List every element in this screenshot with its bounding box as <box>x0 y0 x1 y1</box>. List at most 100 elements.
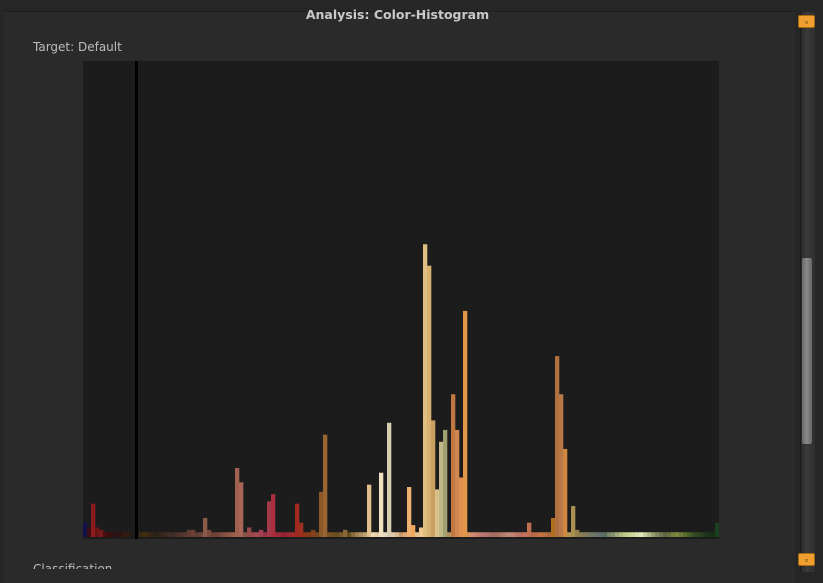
histogram-bar <box>423 244 428 537</box>
color-histogram-chart <box>83 61 719 539</box>
histogram-bar <box>451 394 456 537</box>
histogram-bar <box>203 517 208 537</box>
histogram-bar <box>559 394 564 537</box>
histogram-bar <box>619 532 624 537</box>
histogram-bar <box>531 532 536 537</box>
histogram-bar <box>431 420 436 537</box>
histogram-bar <box>95 527 100 537</box>
histogram-bar <box>379 472 384 537</box>
histogram-bar <box>443 429 448 537</box>
histogram-bar <box>251 532 256 537</box>
histogram-bar <box>243 532 248 537</box>
histogram-bar <box>511 532 516 537</box>
window-title: Analysis: Color-Histogram <box>305 7 490 22</box>
histogram-bar <box>483 532 488 537</box>
histogram-bar <box>679 532 684 537</box>
histogram-bar <box>319 491 324 537</box>
histogram-bar <box>515 532 520 537</box>
histogram-bar <box>331 532 336 537</box>
histogram-bar <box>291 532 296 537</box>
histogram-bar <box>519 532 524 537</box>
histogram-bar <box>363 532 368 537</box>
histogram-bar <box>171 532 176 537</box>
histogram-bar <box>259 529 264 537</box>
small-square-icon: ▫ <box>804 17 809 27</box>
histogram-bar <box>587 532 592 537</box>
histogram-bar <box>715 522 719 537</box>
histogram-bar <box>503 532 508 537</box>
histogram-bar <box>663 532 668 537</box>
histogram-bar <box>595 532 600 537</box>
histogram-bar <box>667 532 672 537</box>
histogram-bar <box>563 448 568 537</box>
histogram-bar <box>215 532 220 537</box>
histogram-bar <box>395 532 400 537</box>
histogram-bar <box>87 527 92 537</box>
histogram-bar <box>651 532 656 537</box>
histogram-bar <box>415 532 420 537</box>
histogram-bar <box>419 527 424 537</box>
histogram-bar <box>571 506 576 537</box>
histogram-bar <box>435 489 440 537</box>
histogram-bar <box>439 441 444 537</box>
histogram-bar <box>399 532 404 537</box>
histogram-bar <box>691 532 696 537</box>
histogram-bar <box>159 532 164 537</box>
histogram-bar <box>411 525 416 537</box>
vertical-scrollbar-thumb[interactable] <box>802 258 812 444</box>
histogram-bar <box>307 532 312 537</box>
histogram-bar <box>539 532 544 537</box>
histogram-bar <box>707 532 712 537</box>
histogram-bar <box>695 532 700 537</box>
histogram-bar <box>387 422 392 537</box>
histogram-bar <box>323 434 328 537</box>
histogram-bar <box>375 532 380 537</box>
scroll-up-button[interactable]: ▫ <box>798 15 815 28</box>
histogram-bar <box>103 532 108 537</box>
histogram-bar <box>183 532 188 537</box>
histogram-bar <box>671 532 676 537</box>
histogram-bar <box>407 487 412 537</box>
histogram-bar <box>247 527 252 537</box>
histogram-bar <box>227 532 232 537</box>
histogram-bar <box>123 532 128 537</box>
histogram-bar <box>491 532 496 537</box>
histogram-bar <box>271 494 276 537</box>
histogram-bar <box>487 532 492 537</box>
histogram-bar <box>179 532 184 537</box>
histogram-bar <box>635 532 640 537</box>
histogram-bar <box>427 265 432 537</box>
histogram-bar <box>599 532 604 537</box>
histogram-bar <box>231 532 236 537</box>
histogram-bar <box>347 532 352 537</box>
histogram-bar <box>535 532 540 537</box>
histogram-bar <box>295 503 300 537</box>
histogram-bar <box>287 532 292 537</box>
histogram-bar <box>219 532 224 537</box>
histogram-bar <box>211 532 216 537</box>
histogram-bar <box>699 532 704 537</box>
histogram-bar <box>471 532 476 537</box>
histogram-bar <box>167 532 172 537</box>
histogram-bar <box>263 532 268 537</box>
histogram-bar <box>639 532 644 537</box>
histogram-bar <box>711 532 716 537</box>
histogram-bar <box>111 532 116 537</box>
histogram-bar <box>99 529 104 537</box>
histogram-bar <box>567 532 572 537</box>
scroll-down-button[interactable]: ▫ <box>798 553 815 566</box>
histogram-bar <box>591 532 596 537</box>
histogram-bar <box>115 532 120 537</box>
histogram-bar <box>475 532 480 537</box>
histogram-bar <box>603 532 608 537</box>
histogram-bar <box>467 532 472 537</box>
classification-section-label: Classification <box>33 562 113 569</box>
histogram-bar <box>643 532 648 537</box>
histogram-bar <box>279 532 284 537</box>
histogram-bar <box>127 532 132 537</box>
histogram-bar <box>163 532 168 537</box>
histogram-bar <box>555 356 560 537</box>
histogram-bar <box>703 532 708 537</box>
histogram-bar <box>139 532 144 537</box>
histogram-bar <box>583 532 588 537</box>
